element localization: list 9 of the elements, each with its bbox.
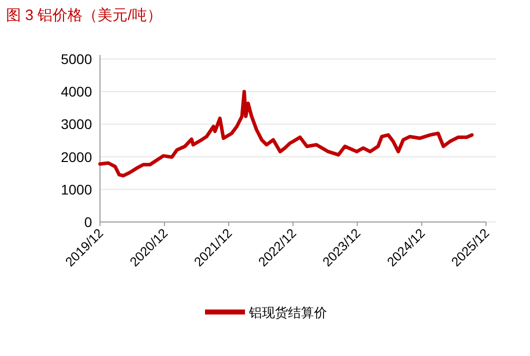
y-tick-label: 3000 bbox=[60, 116, 92, 132]
legend-label: 铝现货结算价 bbox=[248, 305, 327, 320]
line-series bbox=[98, 90, 474, 178]
y-tick-label: 4000 bbox=[60, 84, 92, 100]
y-tick-label: 5000 bbox=[60, 51, 92, 67]
y-tick-label: 2000 bbox=[60, 148, 92, 165]
y-tick-label: 0 bbox=[84, 214, 92, 230]
chart-title: 图 3 铝价格（美元/吨） bbox=[6, 7, 162, 24]
y-tick-label: 1000 bbox=[60, 181, 92, 198]
